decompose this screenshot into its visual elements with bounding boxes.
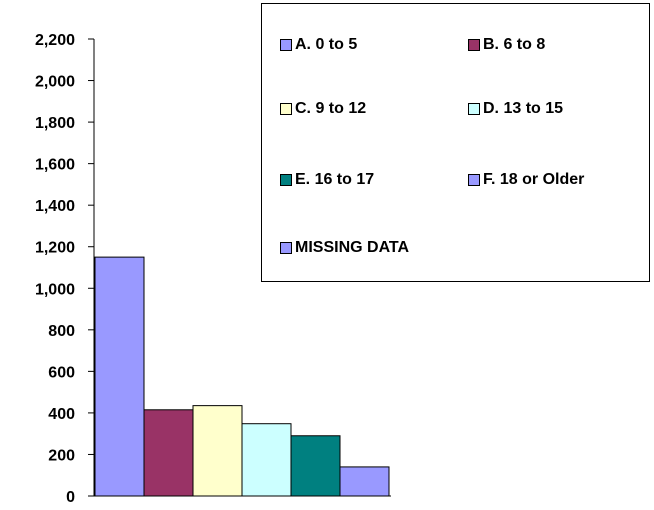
bars [94, 256, 390, 497]
y-tick-label: 600 [48, 364, 75, 381]
bar [290, 435, 341, 497]
legend-label: C. 9 to 12 [295, 100, 367, 117]
y-tick-label: 2,200 [35, 32, 75, 49]
legend-swatch [468, 103, 480, 115]
bar [143, 409, 194, 497]
legend-swatch [280, 39, 292, 51]
y-tick-label: 1,400 [35, 198, 75, 215]
legend-item-missing: MISSING DATA [280, 239, 409, 257]
y-tick-label: 400 [48, 406, 75, 423]
legend-item-c: C. 9 to 12 [280, 100, 366, 118]
legend-label: F. 18 or Older [483, 171, 585, 188]
legend-label: D. 13 to 15 [483, 100, 564, 117]
bar [192, 405, 243, 497]
y-tick-label: 0 [66, 489, 75, 506]
legend-swatch [280, 242, 292, 254]
legend-swatch [468, 39, 480, 51]
legend-label: B. 6 to 8 [483, 36, 546, 53]
legend-item-b: B. 6 to 8 [468, 36, 545, 54]
y-tick-label: 2,000 [35, 74, 75, 91]
legend: A. 0 to 5 B. 6 to 8 C. 9 to 12 D. 13 to … [261, 3, 650, 282]
bar [339, 466, 390, 497]
y-tick-label: 1,200 [35, 240, 75, 257]
bar [94, 256, 145, 497]
legend-label: A. 0 to 5 [295, 36, 358, 53]
legend-item-f: F. 18 or Older [468, 171, 584, 189]
legend-swatch [280, 103, 292, 115]
y-tick-label: 1,000 [35, 281, 75, 298]
legend-label: MISSING DATA [295, 239, 410, 256]
y-tick-label: 200 [48, 447, 75, 464]
legend-swatch [280, 174, 292, 186]
legend-item-d: D. 13 to 15 [468, 100, 563, 118]
legend-label: E. 16 to 17 [295, 171, 375, 188]
legend-item-e: E. 16 to 17 [280, 171, 374, 189]
legend-item-a: A. 0 to 5 [280, 36, 357, 54]
y-axis: 0 200 400 600 800 1,000 1,200 1,400 1,600 1,800 2,… [35, 32, 391, 506]
y-tick-label: 800 [48, 323, 75, 340]
y-tick-label: 1,600 [35, 157, 75, 174]
bar [241, 423, 292, 497]
y-tick-label: 1,800 [35, 115, 75, 132]
legend-swatch [468, 174, 480, 186]
